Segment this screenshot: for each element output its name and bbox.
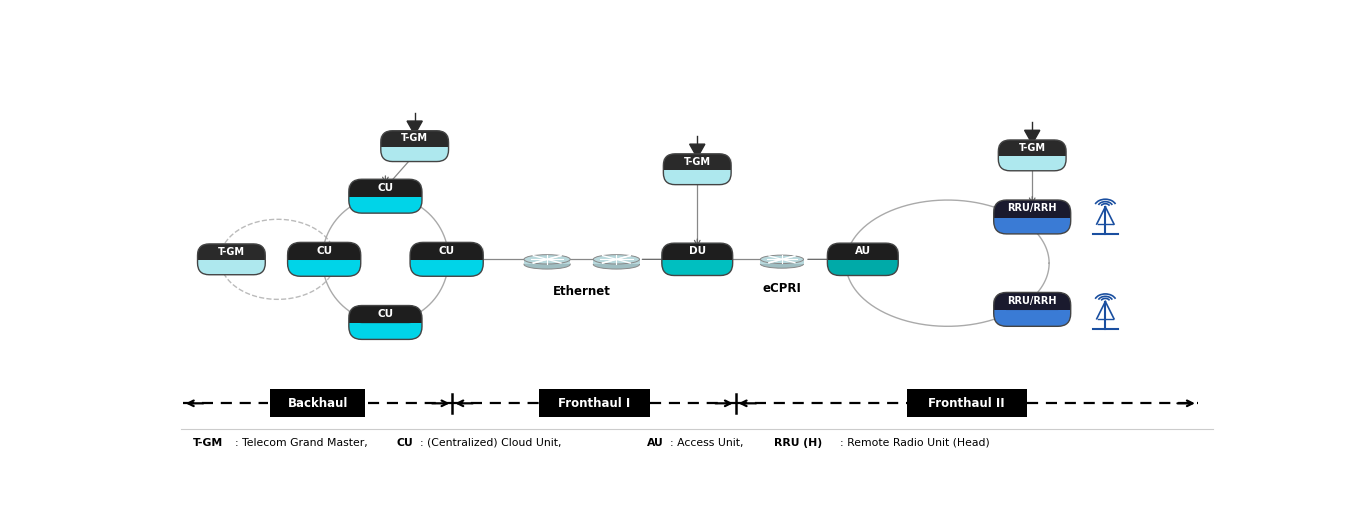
Text: eCPRI: eCPRI bbox=[763, 283, 801, 295]
Bar bbox=[381, 139, 448, 147]
FancyBboxPatch shape bbox=[287, 242, 361, 276]
FancyBboxPatch shape bbox=[197, 244, 266, 260]
Ellipse shape bbox=[524, 254, 571, 264]
Bar bbox=[663, 162, 731, 170]
Bar bbox=[349, 314, 422, 323]
Text: RRU/RRH: RRU/RRH bbox=[1008, 296, 1057, 306]
FancyBboxPatch shape bbox=[197, 244, 266, 275]
Bar bbox=[827, 251, 898, 260]
FancyBboxPatch shape bbox=[349, 306, 422, 323]
Text: Fronthaul II: Fronthaul II bbox=[929, 397, 1005, 410]
Ellipse shape bbox=[524, 260, 571, 269]
FancyBboxPatch shape bbox=[907, 390, 1027, 417]
FancyBboxPatch shape bbox=[662, 243, 733, 260]
Polygon shape bbox=[407, 121, 422, 135]
Bar bbox=[287, 251, 361, 260]
Bar bbox=[349, 188, 422, 197]
FancyBboxPatch shape bbox=[998, 140, 1066, 156]
Text: : Remote Radio Unit (Head): : Remote Radio Unit (Head) bbox=[840, 438, 989, 447]
Bar bbox=[998, 148, 1066, 156]
FancyBboxPatch shape bbox=[349, 179, 422, 213]
Text: CU: CU bbox=[396, 438, 414, 447]
FancyBboxPatch shape bbox=[998, 140, 1066, 171]
Text: T-GM: T-GM bbox=[402, 134, 428, 143]
Bar bbox=[760, 260, 804, 264]
FancyBboxPatch shape bbox=[287, 242, 361, 260]
FancyBboxPatch shape bbox=[349, 306, 422, 339]
Ellipse shape bbox=[594, 254, 640, 264]
Text: CU: CU bbox=[377, 183, 394, 193]
FancyBboxPatch shape bbox=[827, 243, 898, 275]
Bar bbox=[197, 252, 266, 260]
Bar bbox=[594, 260, 640, 264]
Polygon shape bbox=[689, 144, 706, 158]
Text: DU: DU bbox=[689, 246, 706, 256]
Text: T-GM: T-GM bbox=[1019, 143, 1046, 153]
Text: CU: CU bbox=[316, 246, 332, 256]
Bar bbox=[662, 251, 733, 260]
Text: T-GM: T-GM bbox=[218, 247, 245, 257]
Bar bbox=[524, 260, 571, 264]
Text: AU: AU bbox=[855, 246, 870, 256]
FancyBboxPatch shape bbox=[662, 243, 733, 275]
FancyBboxPatch shape bbox=[349, 179, 422, 197]
Text: RRU (H): RRU (H) bbox=[774, 438, 823, 447]
FancyBboxPatch shape bbox=[410, 242, 484, 260]
FancyBboxPatch shape bbox=[994, 292, 1071, 326]
FancyBboxPatch shape bbox=[663, 154, 731, 170]
Text: RRU/RRH: RRU/RRH bbox=[1008, 203, 1057, 214]
Text: AU: AU bbox=[647, 438, 663, 447]
Bar bbox=[410, 251, 484, 260]
Bar bbox=[994, 209, 1071, 218]
Text: : (Centralized) Cloud Unit,: : (Centralized) Cloud Unit, bbox=[419, 438, 568, 447]
Ellipse shape bbox=[760, 260, 804, 268]
Text: : Access Unit,: : Access Unit, bbox=[670, 438, 750, 447]
Text: : Telecom Grand Master,: : Telecom Grand Master, bbox=[236, 438, 372, 447]
Polygon shape bbox=[1024, 130, 1039, 144]
FancyBboxPatch shape bbox=[410, 242, 484, 276]
FancyBboxPatch shape bbox=[270, 390, 365, 417]
Text: CU: CU bbox=[377, 309, 394, 319]
Ellipse shape bbox=[760, 255, 804, 264]
FancyBboxPatch shape bbox=[994, 292, 1071, 310]
Text: Fronthaul I: Fronthaul I bbox=[558, 397, 631, 410]
FancyBboxPatch shape bbox=[994, 200, 1071, 234]
Text: Backhaul: Backhaul bbox=[287, 397, 347, 410]
Text: T-GM: T-GM bbox=[684, 157, 711, 166]
Text: T-GM: T-GM bbox=[193, 438, 223, 447]
Text: Ethernet: Ethernet bbox=[553, 285, 610, 298]
FancyBboxPatch shape bbox=[994, 200, 1071, 218]
Ellipse shape bbox=[594, 260, 640, 269]
FancyBboxPatch shape bbox=[538, 390, 650, 417]
FancyBboxPatch shape bbox=[663, 154, 731, 185]
FancyBboxPatch shape bbox=[827, 243, 898, 260]
Bar bbox=[994, 301, 1071, 310]
FancyBboxPatch shape bbox=[381, 131, 448, 147]
Text: CU: CU bbox=[439, 246, 455, 256]
FancyBboxPatch shape bbox=[381, 131, 448, 162]
